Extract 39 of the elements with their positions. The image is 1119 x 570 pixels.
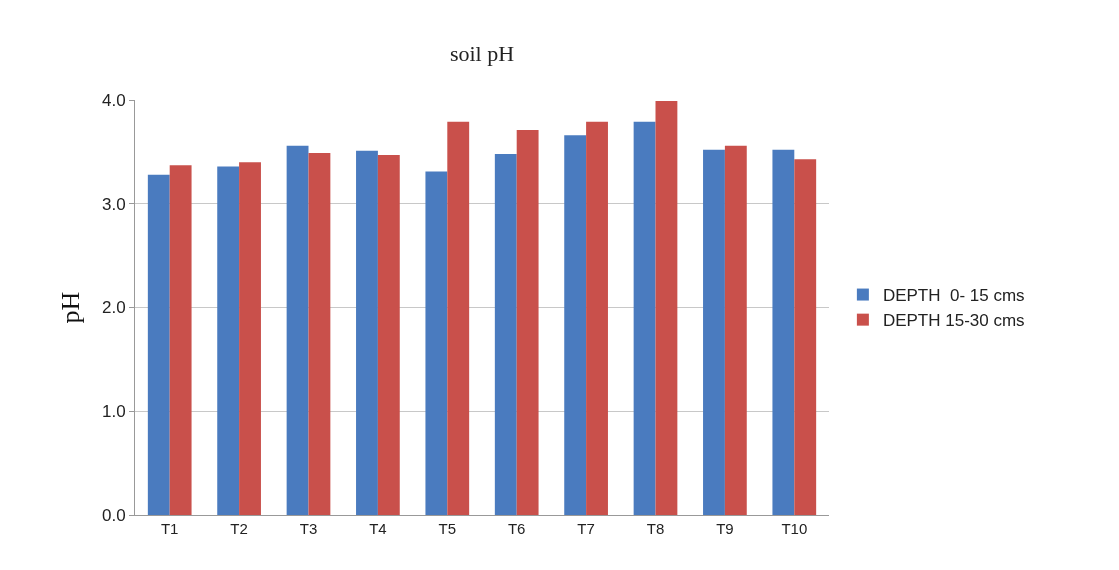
- x-tick-label: T10: [781, 520, 808, 537]
- x-tick-label: T6: [507, 520, 526, 537]
- legend-label: DEPTH 15-30 cms: [882, 311, 1025, 331]
- x-tick-label: T8: [646, 520, 665, 537]
- x-tick-label: T3: [299, 520, 318, 537]
- bar: [494, 153, 517, 515]
- bar: [169, 165, 192, 515]
- y-tick-label: 3.0: [101, 194, 126, 214]
- x-tick-label: T1: [160, 520, 179, 537]
- y-tick-label: 1.0: [101, 402, 126, 422]
- bar: [703, 149, 725, 515]
- bar: [724, 145, 747, 515]
- bar: [217, 166, 240, 515]
- y-axis-title: pH: [56, 291, 86, 324]
- bar: [286, 145, 309, 515]
- x-tick-label: T4: [369, 520, 387, 537]
- bar: [425, 171, 448, 515]
- bar: [147, 174, 170, 515]
- bar: [239, 162, 261, 515]
- bar: [377, 154, 400, 515]
- bar: [447, 121, 470, 515]
- y-tick-label: 2.0: [101, 298, 126, 318]
- bar: [586, 121, 608, 515]
- y-tick-label: 0.0: [101, 505, 126, 525]
- x-tick-label: T2: [230, 520, 248, 537]
- chart-title: soil pH: [449, 41, 515, 66]
- bar: [308, 152, 331, 515]
- bar: [794, 159, 817, 515]
- bar: [772, 149, 795, 515]
- x-tick-label: T7: [577, 520, 595, 537]
- y-tick-label: 4.0: [101, 90, 126, 110]
- bar: [516, 130, 539, 515]
- x-tick-label: T9: [716, 520, 734, 537]
- legend-label: DEPTH 0- 15 cms: [882, 286, 1025, 306]
- bar: [564, 135, 587, 515]
- bar: [356, 150, 378, 515]
- x-tick-label: T5: [438, 520, 457, 537]
- bar: [655, 101, 678, 515]
- bar: [633, 121, 656, 515]
